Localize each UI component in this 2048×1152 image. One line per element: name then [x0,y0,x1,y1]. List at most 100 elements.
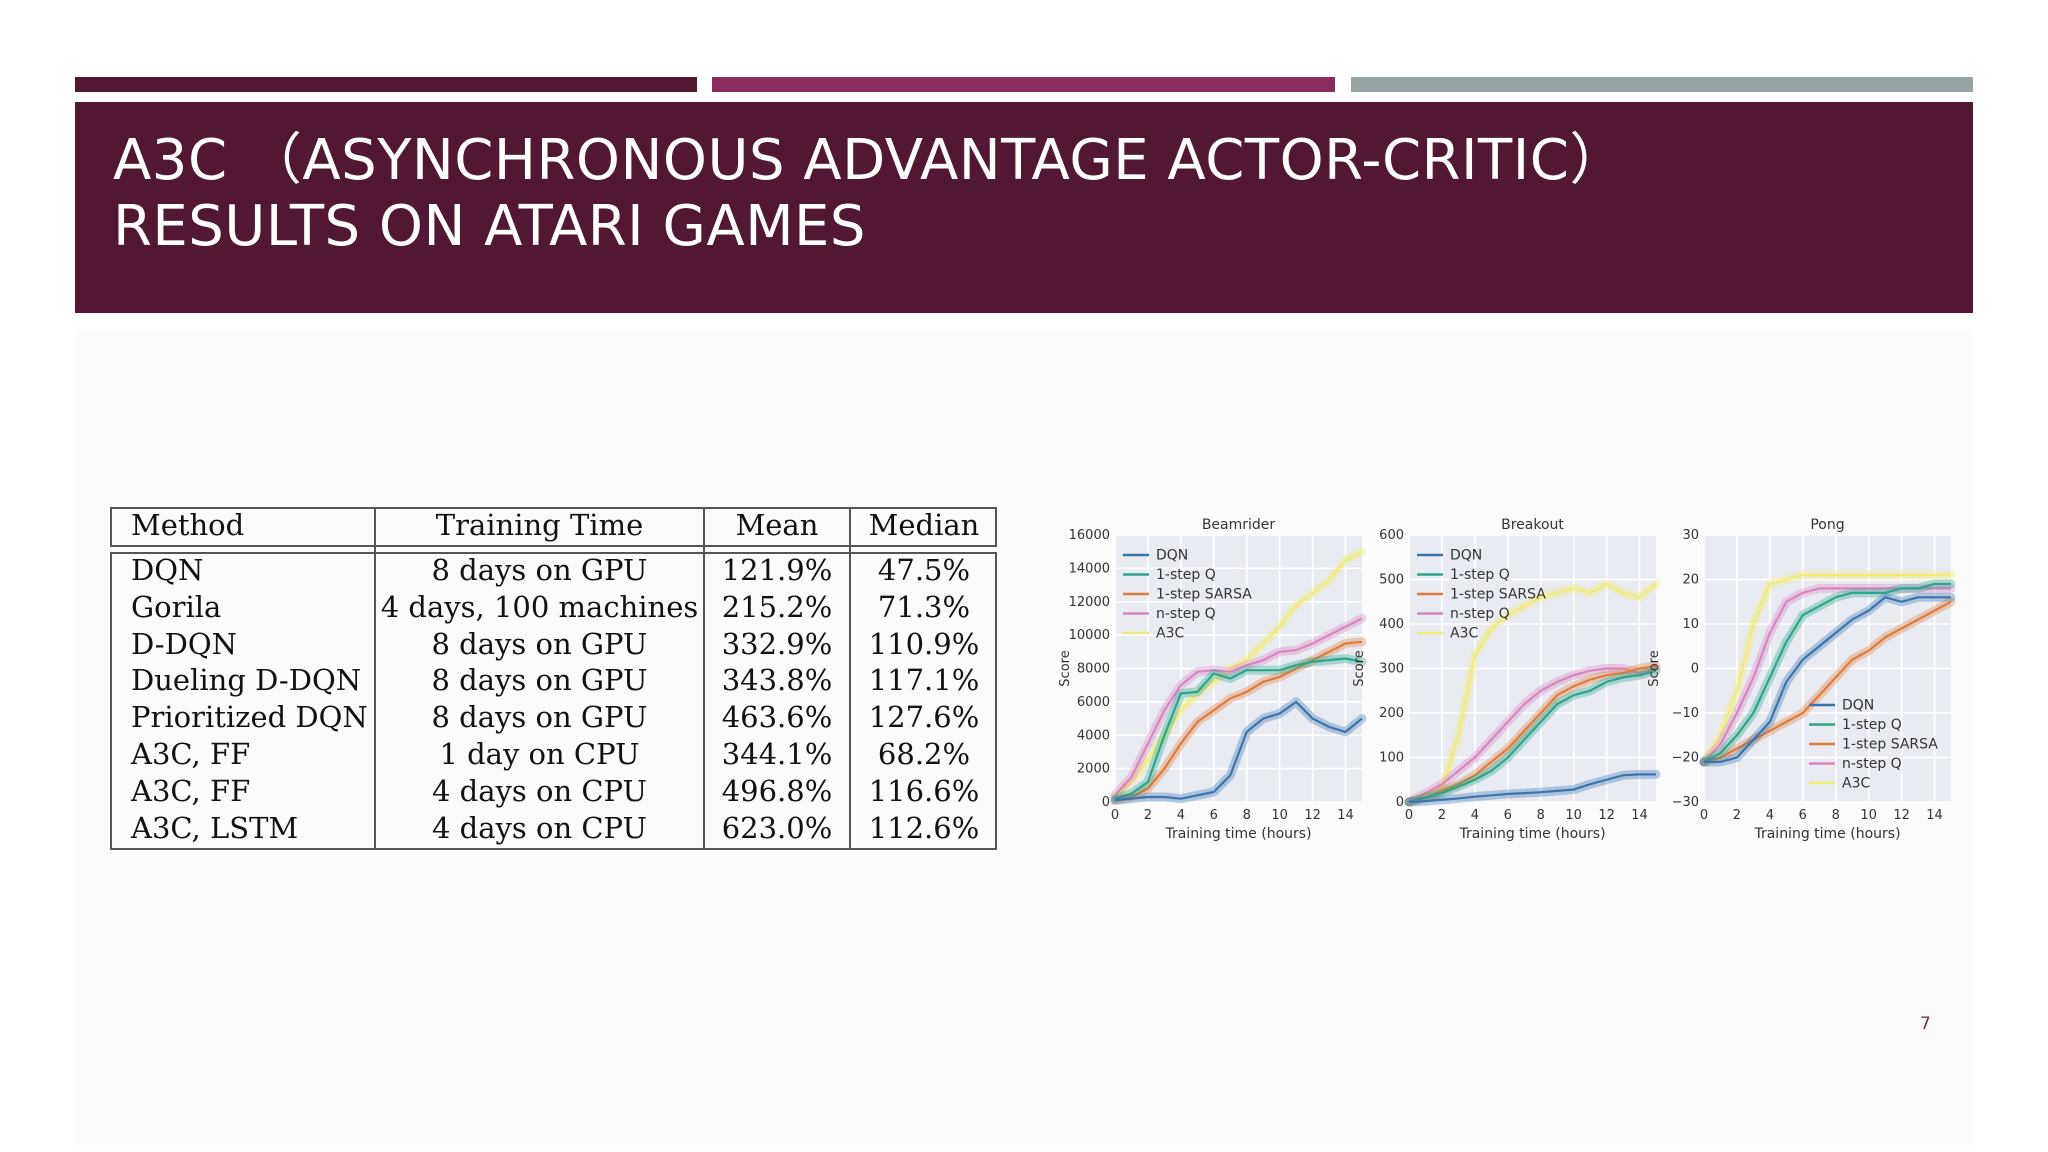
table-cell: 344.1% [721,737,833,771]
x-tick-label: 6 [1799,808,1807,823]
title-line-2: RESULTS ON ATARI GAMES [113,194,866,259]
table-cell: 121.9% [721,553,833,587]
results-table: Method Training Time Mean Median DQN 8 days o… [110,507,997,850]
table-cell: DQN [131,553,204,587]
x-tick-label: 0 [1700,808,1708,823]
legend-label: DQN [1450,548,1482,564]
x-tick-label: 6 [1210,808,1218,823]
series-line-1-step-q [1703,582,1951,763]
series-line-dqn [1408,773,1656,804]
accent-bar-2 [712,77,1335,92]
y-tick-label: 8000 [1077,662,1110,677]
x-tick-label: 14 [1631,808,1648,823]
legend-label: 1-step SARSA [1450,587,1546,603]
title-line-1: A3C （ASYNCHRONOUS ADVANTAGE ACTOR-CRITIC… [113,128,1626,193]
x-tick-label: 8 [1243,808,1251,823]
legend-label: 1-step Q [1156,567,1216,583]
training-curves: 0 2 4 6 8 10 12 14 0 2000 4000 6000 8000 10000 12000 14… [1035,505,1960,855]
legend-label: 1-step Q [1450,567,1510,583]
table-cell: 112.6% [868,810,980,845]
y-tick-label: 0 [1691,662,1699,677]
x-axis-label: Training time (hours) [1458,826,1605,842]
table-cell: 4 days on CPU [432,810,647,845]
table-cell: A3C, FF [131,773,251,808]
series-line-a3c [1408,582,1657,804]
table-cell: 47.5% [877,553,971,587]
table-cell: 117.1% [868,663,980,698]
table-cell: 623.0% [721,810,833,845]
table-header-cell: Mean [735,508,819,542]
chart-title: Breakout [1501,517,1564,533]
chart-title: Beamrider [1202,517,1276,533]
y-tick-label: 0 [1102,795,1110,810]
table-cell: 127.6% [868,700,980,735]
y-tick-label: 10 [1682,617,1699,632]
legend-label: n-step Q [1156,606,1216,622]
x-tick-label: 14 [1337,808,1354,823]
y-tick-label: −10 [1672,706,1699,721]
x-tick-label: 12 [1598,808,1615,823]
y-tick-label: 200 [1379,706,1404,721]
legend-label: 1-step Q [1842,717,1902,733]
x-axis-label: Training time (hours) [1753,826,1900,842]
series-line-1-step-q [1408,669,1657,804]
accent-bar-3 [1351,77,1973,92]
table-cell: 8 days on GPU [431,626,648,661]
content-area [75,330,1973,1145]
series-line-n-step-q [1114,617,1363,797]
legend-label: n-step Q [1450,606,1510,622]
y-tick-label: 14000 [1069,561,1110,576]
series-line-dqn [1704,596,1951,764]
table-header-cell: Method [131,508,245,542]
title-band [75,102,1973,313]
x-tick-label: 4 [1177,808,1185,823]
y-tick-label: 6000 [1077,695,1110,710]
table-cell: 332.9% [721,626,833,661]
series-line-1-step-sarsa [1703,600,1952,764]
x-tick-label: 6 [1504,808,1512,823]
table-cell: 8 days on GPU [431,663,648,698]
table-body-frame [110,552,997,850]
x-tick-label: 12 [1304,808,1321,823]
legend-label: A3C [1842,776,1870,792]
y-tick-label: −30 [1672,795,1699,810]
y-tick-label: 2000 [1077,762,1110,777]
table-cell: 463.6% [721,700,833,735]
table-cell: A3C, FF [131,737,251,771]
x-tick-label: 0 [1111,808,1119,823]
table-cell: Prioritized DQN [131,700,368,735]
x-tick-label: 2 [1438,808,1446,823]
series-line-1-step-q [1114,657,1363,800]
y-tick-label: −20 [1672,751,1699,766]
y-tick-label: 500 [1379,573,1404,588]
table-cell: Gorila [131,589,222,624]
table-cell: 496.8% [721,773,833,808]
y-axis-label: Score [1058,650,1073,686]
y-tick-label: 100 [1379,751,1404,766]
y-axis-label: Score [1647,650,1662,686]
table-cell: 215.2% [721,589,833,624]
table-cell: 116.6% [868,773,980,808]
x-tick-label: 10 [1860,808,1877,823]
table-cell: 71.3% [877,589,971,624]
legend-label: 1-step SARSA [1156,587,1252,603]
table-cell: D-DQN [131,626,237,661]
series-line-dqn [1114,700,1363,802]
y-tick-label: 300 [1379,662,1404,677]
table-cell: 8 days on GPU [431,700,648,735]
table-cell: A3C, LSTM [131,810,299,845]
x-tick-label: 8 [1537,808,1545,823]
x-tick-label: 12 [1893,808,1910,823]
legend-label: DQN [1842,698,1874,714]
y-axis-label: Score [1352,650,1367,686]
x-tick-label: 8 [1832,808,1840,823]
y-tick-label: 20 [1682,573,1699,588]
table-cell: 343.8% [721,663,833,698]
table-header-cell: Median [868,508,980,542]
col-divider [849,507,851,850]
x-tick-label: 14 [1926,808,1943,823]
series-line-a3c [1703,573,1951,763]
accent-bar-1 [75,77,697,92]
legend-label: n-step Q [1842,756,1902,772]
series-line-1-step-sarsa [1408,665,1657,804]
